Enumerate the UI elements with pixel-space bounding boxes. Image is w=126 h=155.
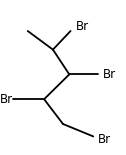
Text: Br: Br — [103, 68, 116, 81]
Text: Br: Br — [0, 93, 13, 106]
Text: Br: Br — [98, 133, 111, 146]
Text: Br: Br — [76, 20, 89, 33]
